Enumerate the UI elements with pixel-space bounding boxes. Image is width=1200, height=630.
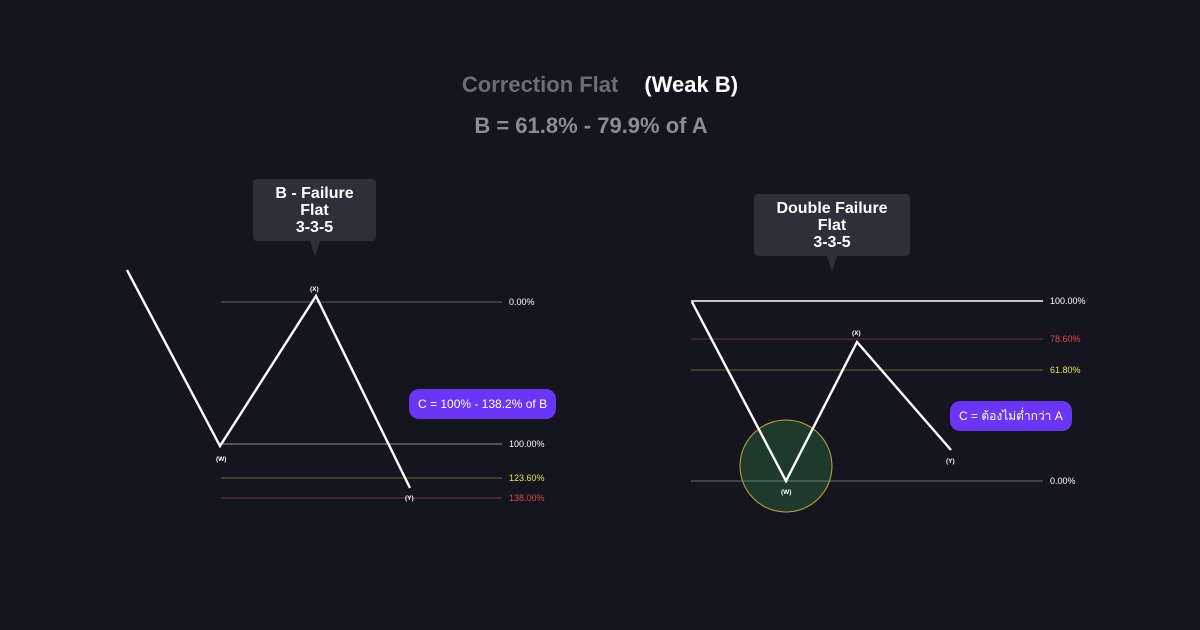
- right-callout: Double Failure Flat 3-3-5: [754, 194, 910, 256]
- right-level-label-0: 0.00%: [1050, 476, 1076, 486]
- left-callout-subtitle: 3-3-5: [295, 219, 334, 236]
- left-level-label-100: 100.00%: [509, 439, 545, 449]
- right-wave-path: [690, 301, 952, 484]
- page-title: Correction Flat (Weak B): [0, 72, 1200, 98]
- left-point-y: (Y): [405, 495, 414, 502]
- right-level-label-78: 78.60%: [1050, 334, 1081, 344]
- right-diagram: 100.00% 78.60% 61.80% 0.00% (W) (X) (Y): [690, 296, 1086, 513]
- left-callout-title: B - Failure Flat: [275, 185, 354, 219]
- left-callout: B - Failure Flat 3-3-5: [253, 179, 376, 241]
- right-level-label-100: 100.00%: [1050, 296, 1086, 306]
- left-level-label-0: 0.00%: [509, 297, 535, 307]
- right-callout-subtitle: 3-3-5: [813, 234, 851, 251]
- right-point-w: (W): [781, 489, 791, 496]
- title-weak-b: (Weak B): [644, 72, 739, 97]
- left-point-w: (W): [216, 456, 226, 463]
- left-wave-path: [125, 269, 412, 489]
- right-w-highlight: [739, 419, 833, 513]
- page-subtitle: B = 61.8% - 79.9% of A: [474, 113, 708, 138]
- right-c-rule-pill: C = ต้องไม่ต่ำกว่า A: [950, 401, 1072, 431]
- right-point-x: (X): [852, 330, 861, 337]
- left-point-x: (X): [310, 286, 319, 293]
- right-callout-title: Double Failure Flat: [776, 200, 888, 234]
- left-level-label-138: 138.00%: [509, 493, 545, 503]
- left-level-label-123: 123.60%: [509, 473, 545, 483]
- title-correction-flat: Correction Flat: [461, 72, 619, 97]
- right-level-label-61: 61.80%: [1050, 365, 1081, 375]
- right-point-y: (Y): [946, 458, 955, 465]
- left-diagram: 0.00% 100.00% 123.60% 138.00% (W) (X) (Y…: [125, 269, 545, 503]
- left-c-range-pill: C = 100% - 138.2% of B: [409, 389, 557, 419]
